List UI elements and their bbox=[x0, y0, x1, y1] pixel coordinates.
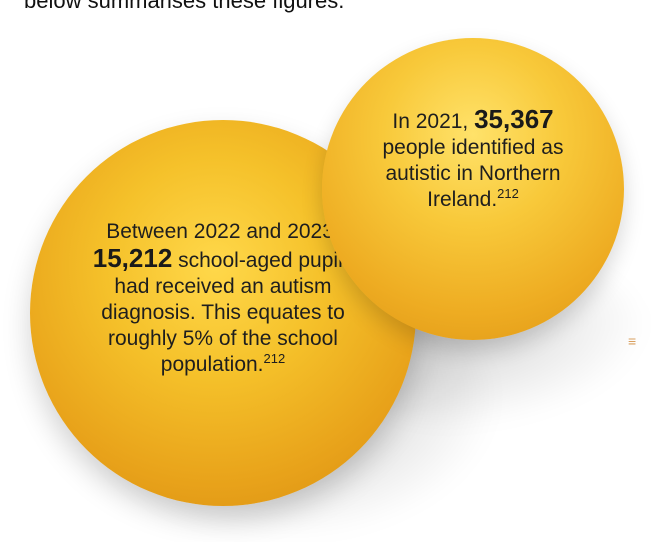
intro-text: below summarises these figures. bbox=[24, 0, 345, 13]
autistic-people-statistic-bubble: In 2021, 35,367 people identified as aut… bbox=[322, 38, 624, 340]
autistic-people-lead: In 2021, bbox=[392, 109, 475, 133]
pupils-statistic-body: school-aged pupils had received an autis… bbox=[101, 248, 354, 376]
pupils-statistic-lead: Between 2022 and 2023, bbox=[106, 219, 340, 243]
decorative-edge-mark: ≡ bbox=[628, 333, 637, 349]
autistic-people-reference: 212 bbox=[497, 185, 519, 201]
pupils-statistic-bubble: Between 2022 and 2023, 15,212 school-age… bbox=[30, 120, 416, 506]
autistic-people-body: people identified as autistic in Norther… bbox=[382, 135, 564, 211]
autistic-people-count: 35,367 bbox=[474, 103, 554, 134]
pupils-reference: 212 bbox=[263, 350, 286, 366]
autistic-people-statistic-text: In 2021, 35,367 people identified as aut… bbox=[362, 106, 584, 213]
pupils-count: 15,212 bbox=[92, 242, 173, 273]
pupils-statistic-text: Between 2022 and 2023, 15,212 school-age… bbox=[78, 219, 368, 378]
